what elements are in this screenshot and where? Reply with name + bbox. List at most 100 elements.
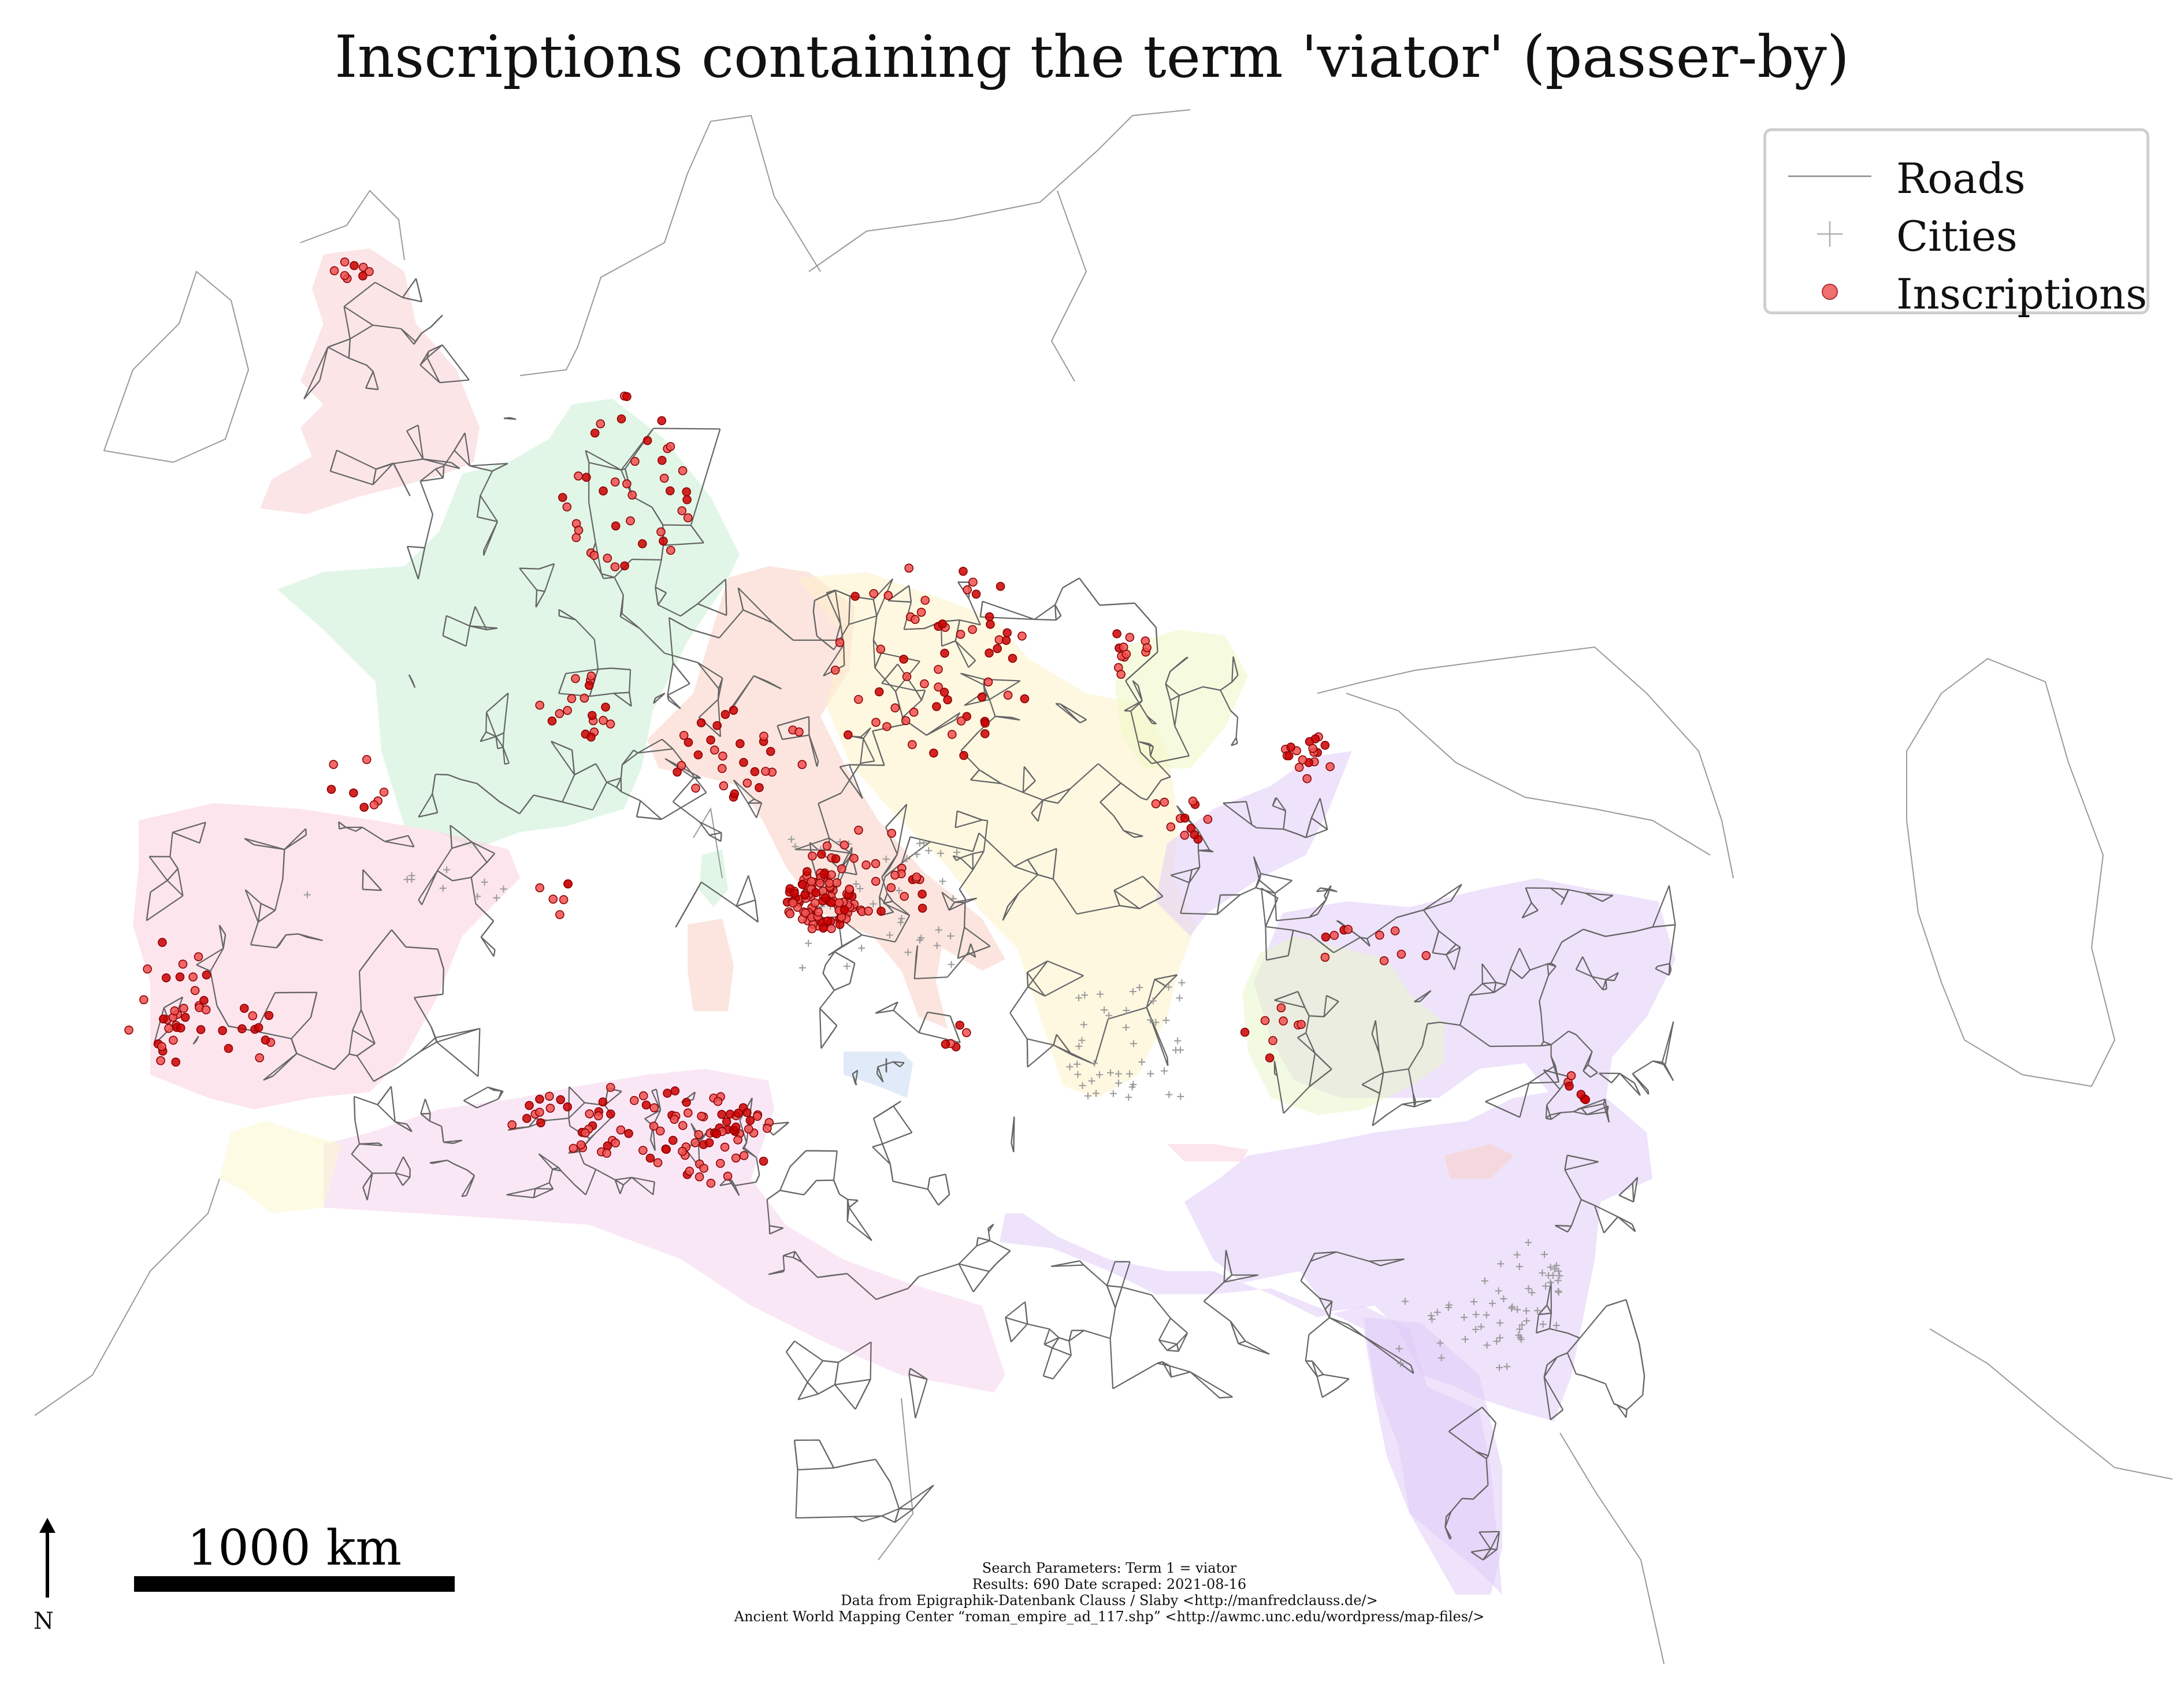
city-marker (1149, 997, 1157, 1005)
city-marker (918, 934, 925, 942)
road-segment (338, 821, 347, 828)
road-segment (1042, 1347, 1053, 1376)
road-segment (536, 589, 545, 592)
road-segment (196, 948, 224, 965)
road-segment (1550, 887, 1565, 900)
road-segment (1060, 703, 1081, 723)
road-segment (663, 524, 691, 526)
road-segment (855, 1070, 859, 1084)
inscription-point (690, 1138, 700, 1147)
inscription-point (589, 551, 599, 560)
road-segment (441, 344, 470, 381)
coastline-segment (1559, 1432, 1665, 1665)
inscription-point (739, 757, 748, 767)
road-segment (1106, 1285, 1116, 1308)
city-marker (1395, 1345, 1403, 1353)
inscription-point (248, 1011, 258, 1020)
city-marker (439, 885, 447, 892)
road-segment (1149, 744, 1152, 756)
road-segment (1026, 1039, 1028, 1067)
road-segment (218, 924, 226, 935)
road-segment (1169, 694, 1180, 701)
legend-row-inscriptions: Inscriptions (1766, 263, 2147, 321)
road-segment (454, 432, 466, 451)
inscription-point (677, 506, 687, 515)
road-segment (1626, 1394, 1643, 1410)
city-marker (953, 849, 961, 856)
inscription-point (822, 841, 832, 850)
inscription-point (844, 730, 853, 740)
road-segment (959, 1263, 990, 1272)
road-segment (1305, 1032, 1316, 1054)
inscription-point (871, 876, 881, 886)
city-marker (1091, 1060, 1098, 1067)
road-segment (435, 468, 444, 478)
road-segment (1363, 1336, 1414, 1374)
road-segment (1550, 1030, 1569, 1045)
road-segment (437, 848, 452, 871)
city-marker (1095, 1071, 1103, 1079)
inscription-point (563, 1102, 573, 1112)
road-segment (1324, 1301, 1333, 1310)
city-marker (1477, 1323, 1485, 1331)
road-segment (968, 660, 976, 668)
road-segment (432, 774, 436, 794)
road-segment (562, 801, 593, 811)
road-segment (782, 1269, 785, 1272)
road-segment (258, 909, 276, 923)
inscription-point (547, 716, 557, 726)
inscription-point (682, 1098, 691, 1107)
road-segment (614, 577, 624, 596)
road-segment (978, 833, 1015, 867)
road-segment (668, 618, 674, 663)
inscription-point (659, 473, 669, 483)
city-marker (1079, 1082, 1086, 1089)
road-segment (1668, 963, 1670, 975)
road-segment (1360, 937, 1368, 939)
inscription-point (713, 1097, 723, 1106)
road-segment (667, 683, 690, 696)
road-segment (153, 1007, 165, 1045)
inscription-point (563, 879, 573, 889)
inscription-point (696, 718, 706, 727)
road-segment (535, 590, 538, 607)
road-segment (807, 1381, 819, 1395)
scale-bar (134, 1576, 455, 1592)
road-segment (834, 1384, 856, 1410)
road-segment (1469, 991, 1495, 996)
road-segment (348, 357, 367, 366)
city-marker (1552, 1262, 1560, 1269)
inscription-point (638, 1091, 648, 1101)
road-segment (172, 831, 200, 844)
road-segment (1557, 1352, 1568, 1358)
road-segment (1473, 1484, 1489, 1500)
road-segment (415, 332, 422, 342)
city-marker (1554, 1287, 1562, 1295)
inscription-point (641, 1100, 651, 1110)
road-segment (261, 902, 276, 911)
road-segment (493, 1089, 502, 1092)
road-segment (476, 1098, 499, 1109)
inscription-point (602, 1149, 611, 1158)
road-segment (819, 990, 835, 1009)
road-segment (1316, 889, 1332, 893)
road-segment (442, 615, 447, 636)
inscription-point (1268, 1036, 1277, 1045)
road-segment (558, 673, 567, 694)
road-segment (1619, 1073, 1641, 1096)
road-segment (697, 662, 719, 689)
road-segment (1191, 867, 1200, 871)
road-segment (1231, 742, 1238, 746)
road-segment (1396, 909, 1424, 918)
road-segment (1510, 948, 1521, 970)
province-moesia-thracia (1156, 751, 1352, 936)
road-segment (1027, 960, 1048, 973)
road-segment (595, 1169, 616, 1180)
road-segment (450, 825, 453, 849)
road-segment (429, 1162, 433, 1164)
inscription-point (358, 262, 368, 272)
road-segment (454, 450, 470, 467)
road-segment (1297, 1037, 1316, 1054)
city-marker (1547, 1264, 1554, 1271)
road-segment (1561, 1111, 1574, 1113)
